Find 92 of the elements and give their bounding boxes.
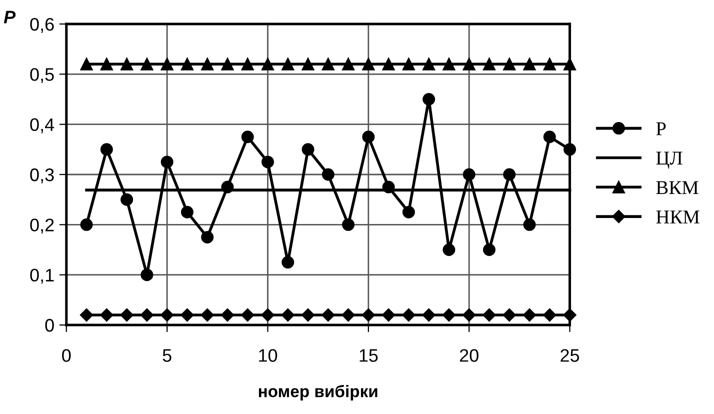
legend-label: P — [656, 122, 666, 136]
point — [180, 308, 194, 322]
y-tick-label: 0,2 — [30, 218, 54, 234]
point — [462, 308, 476, 322]
point — [523, 58, 536, 70]
point — [221, 58, 234, 70]
x-tick-label: 5 — [162, 349, 172, 362]
point — [502, 308, 516, 322]
point — [362, 308, 376, 322]
point — [160, 156, 174, 168]
point — [120, 193, 134, 206]
y-tick-label: 0,3 — [30, 168, 54, 184]
x-axis-title: номер вибірки — [258, 384, 378, 401]
point — [80, 58, 93, 70]
point — [503, 168, 516, 181]
x-tick-label: 10 — [259, 349, 278, 362]
point — [201, 230, 214, 244]
point — [120, 308, 134, 322]
y-tick-label: 0,4 — [30, 118, 54, 134]
point — [100, 58, 113, 70]
x-tick-label: 15 — [360, 349, 378, 362]
point — [241, 58, 254, 70]
point — [442, 58, 456, 70]
point — [100, 143, 113, 156]
point — [402, 308, 416, 322]
point — [140, 308, 154, 322]
point — [522, 308, 536, 322]
point — [322, 58, 334, 70]
point — [140, 58, 154, 70]
x-tick-label: 25 — [560, 349, 580, 362]
point — [564, 143, 576, 156]
y-axis-title: P — [4, 10, 16, 24]
point — [442, 243, 456, 256]
point — [200, 308, 214, 322]
point — [100, 308, 114, 322]
point — [282, 256, 294, 269]
point — [462, 58, 476, 70]
point — [302, 143, 314, 156]
point — [402, 206, 415, 218]
y-tick-label: 0,6 — [30, 18, 54, 33]
point — [563, 308, 576, 322]
point — [362, 130, 375, 144]
point — [564, 58, 576, 70]
point — [80, 218, 93, 231]
point — [322, 168, 334, 181]
point — [523, 218, 536, 231]
legend-label: НКМ — [656, 210, 700, 224]
point — [382, 58, 395, 70]
point — [342, 58, 355, 70]
point — [80, 308, 94, 322]
point — [482, 243, 496, 256]
point — [382, 308, 396, 322]
point — [342, 218, 355, 231]
point — [120, 58, 134, 70]
point — [362, 58, 375, 70]
point — [262, 156, 274, 168]
point — [261, 308, 274, 322]
legend-label: ЦЛ — [656, 152, 682, 169]
point — [503, 58, 516, 70]
point — [322, 308, 335, 322]
x-tick-label: 0 — [62, 349, 71, 362]
point — [160, 58, 174, 70]
point — [422, 93, 436, 106]
point — [262, 58, 274, 70]
point — [180, 58, 194, 70]
point — [301, 308, 315, 322]
point — [180, 206, 194, 218]
point — [482, 308, 496, 322]
point — [543, 58, 556, 70]
point — [302, 58, 314, 70]
point — [402, 58, 415, 70]
point — [140, 268, 154, 282]
y-tick-label: 0,5 — [30, 68, 54, 84]
legend-label: ВКМ — [656, 181, 698, 194]
point — [160, 308, 174, 322]
point — [241, 130, 254, 144]
point — [282, 58, 294, 70]
point — [342, 308, 355, 322]
point — [422, 308, 436, 322]
point — [422, 58, 436, 70]
y-tick-label: 0,1 — [30, 268, 54, 284]
point — [442, 308, 456, 322]
point — [482, 58, 496, 70]
point — [220, 308, 234, 322]
point — [543, 130, 556, 144]
point — [241, 308, 254, 322]
point — [281, 308, 294, 322]
point — [543, 308, 556, 322]
x-tick-label: 20 — [460, 349, 478, 362]
y-tick-label: 0 — [45, 318, 54, 332]
point — [462, 168, 476, 181]
point — [201, 58, 214, 70]
